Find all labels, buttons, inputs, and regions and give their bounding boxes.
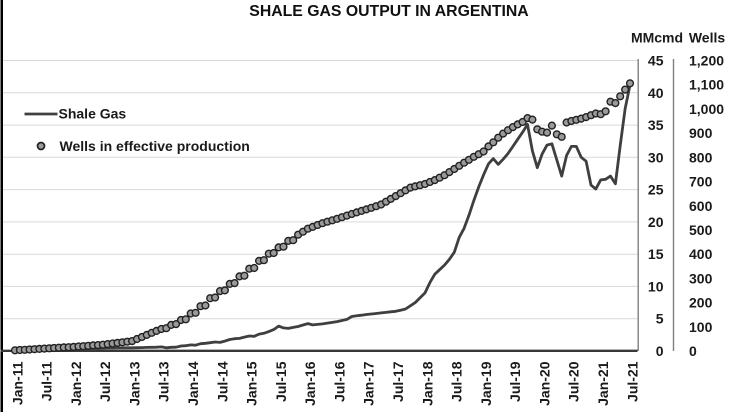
svg-text:Jan-20: Jan-20: [536, 361, 552, 406]
svg-text:600: 600: [689, 198, 713, 214]
svg-text:800: 800: [689, 149, 713, 165]
svg-text:Jul-11: Jul-11: [39, 361, 55, 401]
svg-text:Jan-16: Jan-16: [302, 361, 318, 406]
svg-text:Wells in effective production: Wells in effective production: [60, 138, 250, 154]
svg-text:Jul-14: Jul-14: [214, 361, 230, 402]
svg-text:SHALE GAS OUTPUT IN ARGENTINA: SHALE GAS OUTPUT IN ARGENTINA: [249, 3, 528, 20]
svg-text:Jul-21: Jul-21: [624, 361, 640, 402]
svg-text:0: 0: [656, 343, 664, 359]
svg-text:Jan-11: Jan-11: [9, 361, 25, 405]
svg-text:45: 45: [648, 53, 664, 69]
svg-text:20: 20: [648, 214, 664, 230]
svg-text:Jul-19: Jul-19: [507, 361, 523, 402]
svg-text:Wells: Wells: [689, 30, 726, 46]
svg-text:25: 25: [648, 182, 664, 198]
svg-text:Jan-13: Jan-13: [126, 361, 142, 406]
svg-text:Jan-21: Jan-21: [595, 361, 611, 406]
svg-text:100: 100: [689, 319, 713, 335]
svg-text:Jul-13: Jul-13: [156, 361, 172, 402]
svg-text:Jan-14: Jan-14: [185, 361, 201, 406]
svg-text:40: 40: [648, 85, 664, 101]
svg-text:Jul-12: Jul-12: [97, 361, 113, 402]
svg-text:500: 500: [689, 222, 713, 238]
svg-text:Jan-19: Jan-19: [478, 361, 494, 406]
svg-text:300: 300: [689, 270, 713, 286]
svg-text:5: 5: [656, 311, 664, 327]
svg-text:1,000: 1,000: [689, 101, 724, 117]
svg-text:1,100: 1,100: [689, 77, 724, 93]
svg-text:Jul-16: Jul-16: [331, 361, 347, 402]
svg-text:0: 0: [689, 343, 697, 359]
svg-text:Jan-17: Jan-17: [361, 361, 377, 406]
svg-text:10: 10: [648, 278, 664, 294]
svg-text:Jul-15: Jul-15: [273, 361, 289, 402]
svg-text:200: 200: [689, 295, 713, 311]
svg-text:1,200: 1,200: [689, 53, 724, 69]
svg-text:Jul-20: Jul-20: [566, 361, 582, 402]
svg-text:35: 35: [648, 117, 664, 133]
svg-text:Jul-17: Jul-17: [390, 361, 406, 402]
svg-text:700: 700: [689, 174, 713, 190]
svg-text:Jan-15: Jan-15: [244, 361, 260, 406]
svg-text:30: 30: [648, 149, 664, 165]
svg-text:Jul-18: Jul-18: [449, 361, 465, 402]
svg-text:Jan-18: Jan-18: [419, 361, 435, 406]
svg-text:400: 400: [689, 246, 713, 262]
svg-text:900: 900: [689, 125, 713, 141]
svg-text:15: 15: [648, 246, 664, 262]
svg-text:MMcmd: MMcmd: [631, 30, 683, 46]
svg-text:Jan-12: Jan-12: [68, 361, 84, 406]
svg-text:Shale Gas: Shale Gas: [59, 106, 127, 122]
